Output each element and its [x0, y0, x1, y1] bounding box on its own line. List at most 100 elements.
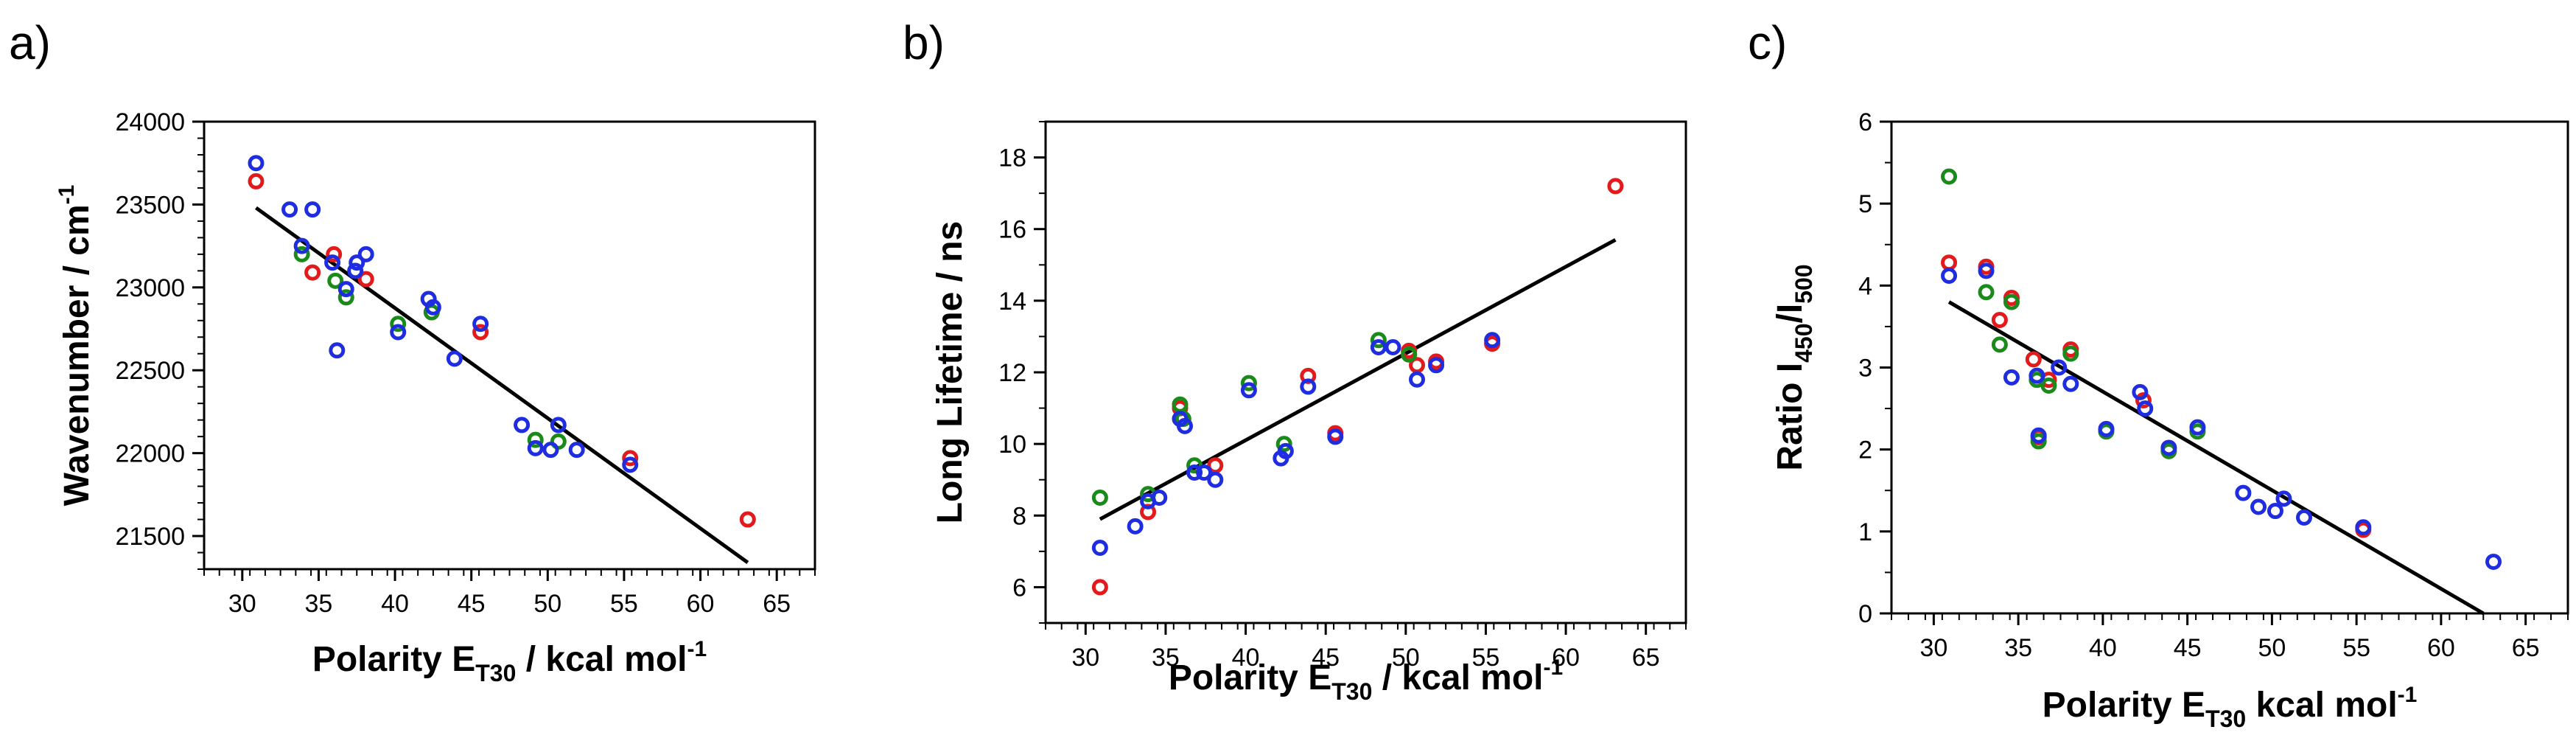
- data-point-blue: [622, 456, 639, 473]
- x-axis-title: Polarity ET30 / kcal mol-1: [312, 637, 707, 686]
- data-point-blue: [424, 299, 441, 316]
- y-axis-title: Ratio I450/I500: [1771, 264, 1817, 470]
- x-tick-label: 50: [1392, 644, 1420, 672]
- data-point-blue: [1151, 490, 1168, 506]
- data-point-green: [1240, 375, 1257, 391]
- x-tick-label: 35: [1152, 644, 1180, 672]
- data-point-blue: [2250, 498, 2267, 515]
- data-point-blue: [304, 201, 321, 218]
- y-tick-label: 5: [1858, 190, 1872, 218]
- y-axis-title: Long Lifetime / ns: [931, 221, 970, 524]
- y-tick-label: 8: [1012, 502, 1026, 530]
- panel-letter: c): [1748, 16, 1787, 69]
- x-tick-label: 50: [533, 590, 561, 618]
- data-point-green: [1091, 490, 1108, 506]
- data-point-blue: [357, 246, 374, 262]
- y-tick-label: 16: [998, 216, 1026, 244]
- data-point-blue: [281, 201, 298, 218]
- data-point-blue: [1428, 357, 1445, 374]
- x-tick-label: 50: [2258, 634, 2286, 662]
- data-point-red: [2025, 351, 2042, 368]
- y-axis-title: Wavenumber / cm-1: [55, 185, 97, 506]
- data-point-blue: [329, 342, 346, 359]
- x-axis-title: Polarity ET30 kcal mol-1: [2043, 683, 2418, 732]
- data-point-blue: [2275, 490, 2292, 507]
- x-axis-title: Polarity ET30 / kcal mol-1: [1169, 655, 1563, 705]
- data-point-blue: [248, 155, 265, 172]
- data-point-green: [1991, 336, 2008, 353]
- data-point-blue: [293, 237, 310, 254]
- data-point-red: [1991, 312, 2008, 329]
- data-point-green: [327, 272, 344, 289]
- data-point-green: [1370, 332, 1387, 349]
- data-point-green: [1401, 346, 1418, 363]
- x-tick-label: 45: [1312, 644, 1340, 672]
- x-tick-label: 65: [2512, 634, 2540, 662]
- data-point-green: [2040, 377, 2057, 394]
- data-point-green: [1978, 284, 1995, 301]
- data-point-red: [248, 173, 265, 189]
- data-point-green: [2003, 293, 2020, 310]
- data-point-blue: [1941, 267, 1958, 284]
- y-tick-label: 22000: [115, 440, 185, 468]
- panel-b: b) 30 35 40 45 50 55 60 65 6 8 10 12 14 16 18 Polarity E…: [903, 16, 1687, 705]
- data-point-blue: [2189, 419, 2206, 436]
- x-tick-label: 35: [305, 590, 333, 618]
- data-point-blue: [1207, 471, 1224, 488]
- data-point-blue: [472, 316, 489, 333]
- data-point-blue: [2235, 484, 2252, 501]
- plot-frame: [203, 120, 816, 571]
- panel-letter: a): [9, 16, 51, 69]
- data-point-red: [472, 324, 489, 341]
- data-point-blue: [1409, 371, 1426, 388]
- data-point-blue: [2030, 427, 2047, 444]
- data-point-blue: [1091, 540, 1108, 556]
- panel-letter: b): [903, 16, 945, 69]
- data-point-blue: [446, 350, 463, 367]
- data-point-blue: [1327, 428, 1344, 445]
- y-tick-label: 4: [1858, 272, 1872, 300]
- x-tick-label: 45: [2174, 634, 2202, 662]
- data-point-red: [326, 246, 343, 262]
- x-tick-label: 30: [228, 590, 256, 618]
- data-point-blue: [2485, 553, 2502, 570]
- data-point-green: [293, 246, 310, 262]
- data-point-blue: [2029, 367, 2045, 384]
- y-tick-label: 22500: [115, 357, 185, 385]
- x-tick-label: 40: [2089, 634, 2117, 662]
- x-tick-label: 60: [2427, 634, 2455, 662]
- x-tick-label: 30: [1071, 644, 1099, 672]
- y-tick-label: 14: [998, 288, 1026, 316]
- y-tick-label: 1: [1858, 518, 1872, 546]
- data-point-blue: [1240, 382, 1257, 399]
- x-tick-label: 60: [687, 590, 715, 618]
- data-point-green: [2062, 345, 2079, 362]
- data-point-blue: [1370, 339, 1387, 355]
- data-point-green: [390, 316, 407, 333]
- data-point-red: [357, 271, 374, 288]
- data-point-green: [527, 431, 544, 448]
- data-point-green: [337, 289, 354, 306]
- y-tick-label: 6: [1012, 574, 1026, 602]
- data-point-blue: [2355, 519, 2372, 536]
- data-point-red: [304, 264, 321, 281]
- x-tick-label: 40: [381, 590, 409, 618]
- y-tick-label: 23500: [115, 191, 185, 219]
- data-point-blue: [1177, 417, 1194, 434]
- data-point-blue: [1196, 464, 1213, 481]
- y-tick-label: 23000: [115, 274, 185, 302]
- data-point-blue: [1186, 464, 1203, 481]
- data-point-blue: [347, 262, 364, 279]
- data-point-blue: [337, 281, 354, 298]
- data-point-blue: [1385, 339, 1401, 355]
- data-point-blue: [1277, 442, 1294, 459]
- data-point-blue: [514, 417, 531, 434]
- data-point-blue: [2295, 509, 2312, 526]
- x-tick-label: 35: [2004, 634, 2032, 662]
- x-tick-label: 40: [1232, 644, 1260, 672]
- panel-a: a) 30 35 40 45 50 55 60 65 21500 22000 22500 23000 23…: [9, 16, 816, 686]
- fit-line: [1099, 238, 1617, 521]
- data-point-green: [2030, 433, 2047, 450]
- data-point-blue: [2267, 503, 2283, 520]
